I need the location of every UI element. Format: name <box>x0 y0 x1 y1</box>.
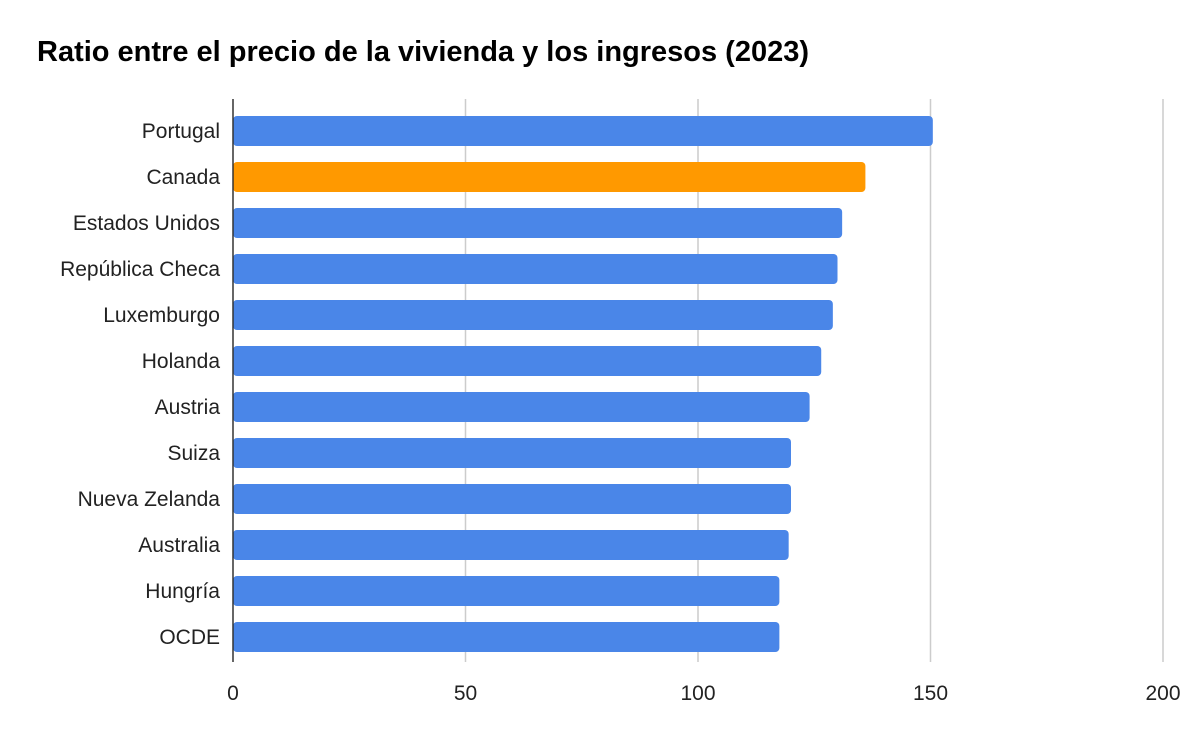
bar <box>233 530 789 560</box>
bar <box>233 484 791 514</box>
category-label: Australia <box>138 534 220 557</box>
bar <box>233 208 843 238</box>
bar <box>233 254 838 284</box>
x-tick-label: 100 <box>680 682 715 705</box>
category-labels: Portugal Canada Estados Unidos República Ch… <box>60 120 220 649</box>
category-label: Portugal <box>142 120 220 143</box>
bar <box>233 346 822 376</box>
category-label: Austria <box>155 396 221 419</box>
category-label: Hungría <box>145 580 220 603</box>
bar <box>233 576 780 606</box>
x-tick-label: 50 <box>454 682 477 705</box>
category-label: Nueva Zelanda <box>78 488 221 511</box>
bars <box>233 116 933 652</box>
bar <box>233 162 866 192</box>
category-label: Luxemburgo <box>103 304 220 327</box>
gridlines <box>464 99 1164 662</box>
x-tick-label: 0 <box>227 682 239 705</box>
category-label: OCDE <box>159 626 220 649</box>
category-label: Suiza <box>167 442 220 465</box>
bar <box>233 438 791 468</box>
category-label: Holanda <box>142 350 221 373</box>
bar <box>233 300 833 330</box>
bar <box>233 392 810 422</box>
category-label: República Checa <box>60 258 220 281</box>
bar <box>233 116 933 146</box>
category-label: Estados Unidos <box>73 212 220 235</box>
x-tick-label: 150 <box>913 682 948 705</box>
x-tick-label: 200 <box>1145 682 1180 705</box>
bar <box>233 622 780 652</box>
category-label: Canada <box>146 166 220 189</box>
x-tick-labels: 0 50 100 150 200 <box>227 682 1180 705</box>
chart-title: Ratio entre el precio de la vivienda y l… <box>37 36 810 68</box>
